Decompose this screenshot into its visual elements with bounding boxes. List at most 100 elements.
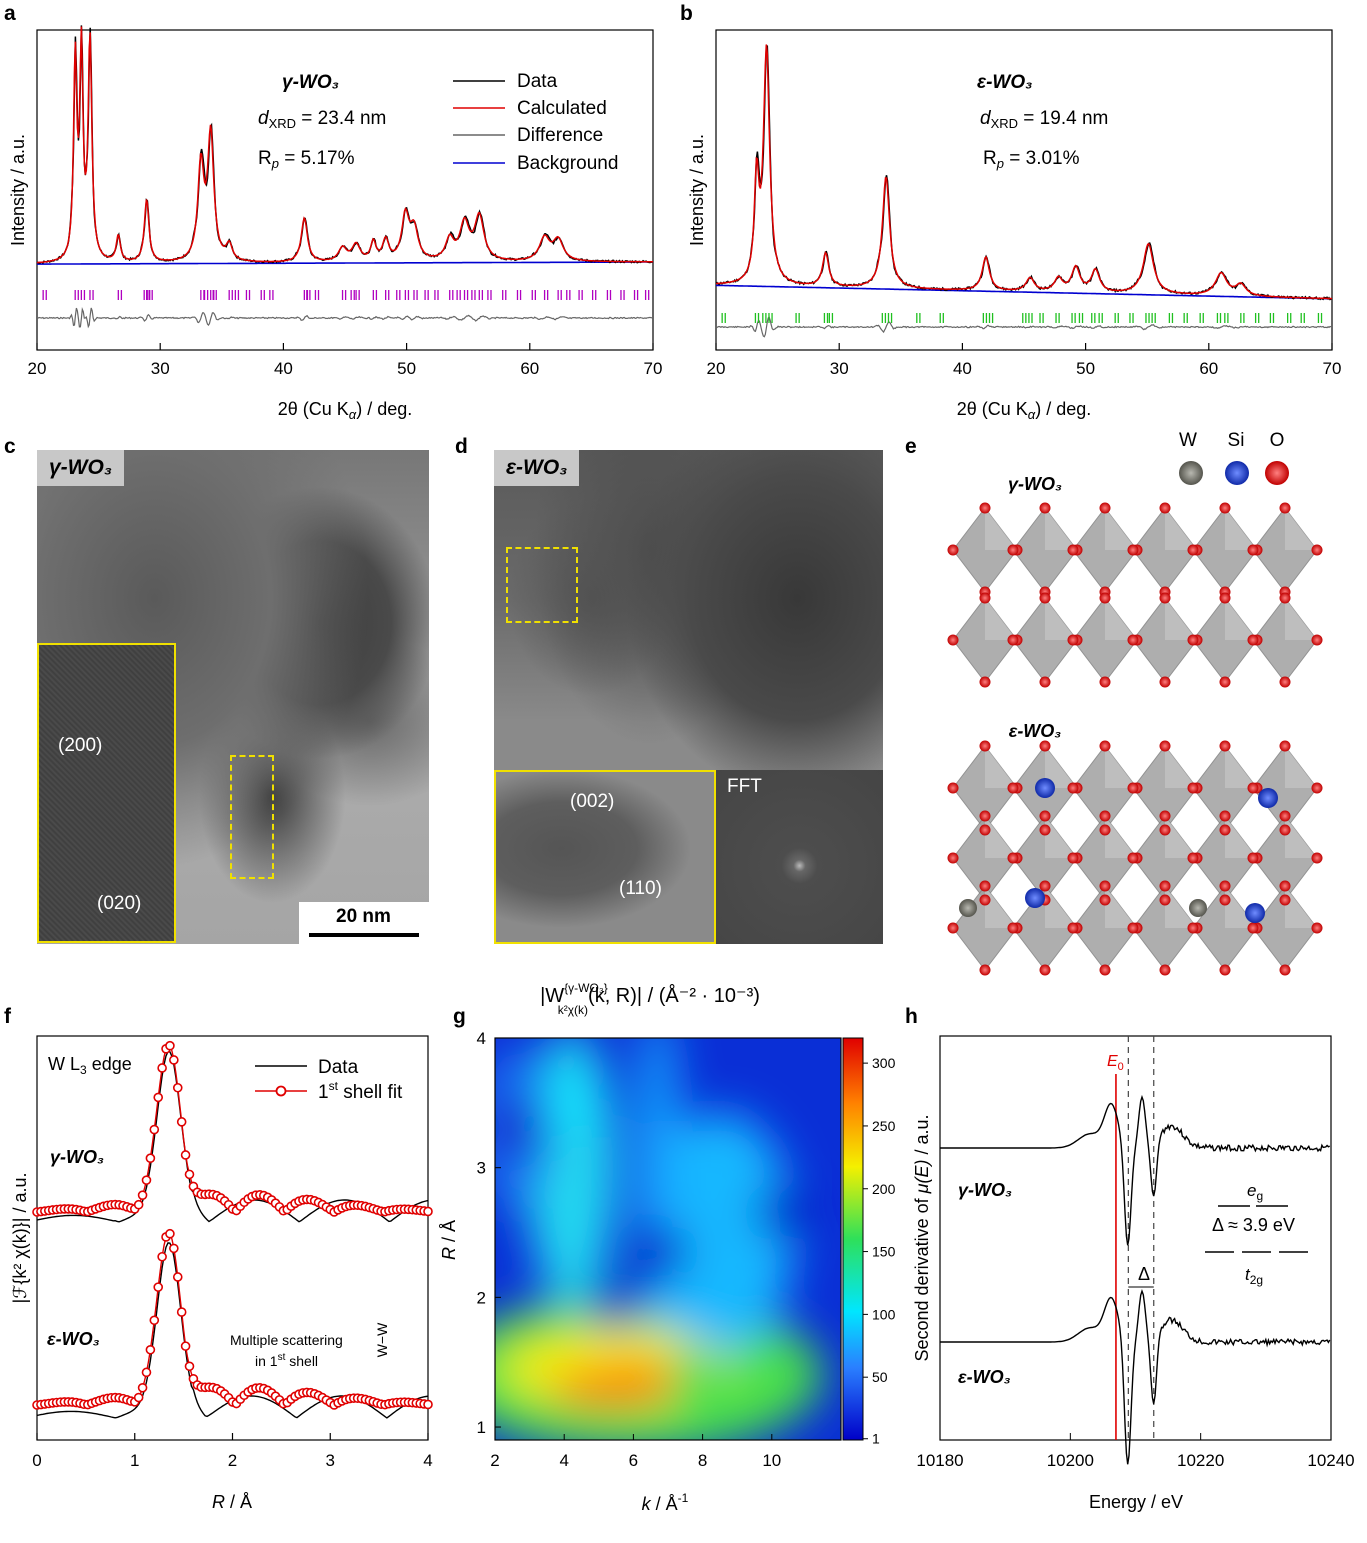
chart-a-dxrd: dXRD = 23.4 nm	[258, 108, 386, 131]
structure-oxygen	[1187, 634, 1199, 646]
chart-b: 20 30 40 50 60 70 ε-WO₃ dXRD = 19.4 nm Rp = 3…	[687, 29, 1341, 422]
structure-oxygen	[1187, 544, 1199, 556]
structure-oxygen	[1007, 544, 1019, 556]
chart-h: 10180 10200 10220 10240 E0 γ-WO₃ ε-WO₃ eg Δ…	[912, 1035, 1355, 1512]
chart-h-label-gamma: γ-WO₃	[958, 1180, 1012, 1200]
structure-oxygen	[1099, 676, 1111, 688]
structure-oxygen	[1311, 634, 1323, 646]
structure-oxygen	[947, 634, 959, 646]
chart-b-xtick-label: 40	[953, 359, 972, 378]
structure-oxygen	[1099, 740, 1111, 752]
chart-f-legend-fit: 1st shell fit	[318, 1079, 403, 1103]
structure-oxygen	[1039, 880, 1051, 892]
tem-image-d: ε-WO₃ FFT (002) (110)	[494, 450, 883, 944]
structure-oxygen	[1219, 964, 1231, 976]
structure-legend-o-ball	[1265, 461, 1289, 485]
structure-legend-si-ball	[1225, 461, 1249, 485]
structure-oxygen	[1279, 824, 1291, 836]
chart-f-label-gamma: γ-WO₃	[50, 1147, 104, 1167]
chart-h-t2g: t2g	[1245, 1265, 1263, 1287]
chart-f-ww: W−W	[374, 1322, 390, 1357]
chart-f-fit-marker	[423, 1206, 433, 1217]
chart-h-delta-text: Δ ≈ 3.9 eV	[1212, 1215, 1295, 1235]
chart-g-feature	[586, 1277, 639, 1330]
structure-oxygen	[1039, 592, 1051, 604]
structure-octahedron-face	[1105, 816, 1137, 858]
structure-silicon	[1025, 888, 1045, 908]
structure-top-title: γ-WO₃	[1008, 474, 1062, 494]
chart-f-fit-marker	[149, 1315, 160, 1326]
structure-oxygen	[1279, 964, 1291, 976]
chart-f-fit-marker	[165, 1040, 175, 1051]
structure-oxygen	[1039, 824, 1051, 836]
structure-oxygen	[1219, 502, 1231, 514]
structure-oxygen	[1219, 676, 1231, 688]
chart-f-fit-marker	[153, 1092, 164, 1103]
chart-f-fit-marker	[145, 1344, 156, 1355]
chart-h-xtick-label: 10240	[1307, 1451, 1354, 1470]
panel-label-b: b	[680, 2, 693, 25]
chart-g-ylabel: R / Å	[439, 1220, 459, 1260]
chart-g-cbar-label: 100	[872, 1306, 896, 1322]
tem-d-fft-label: FFT	[727, 776, 762, 797]
panel-label-f: f	[4, 1005, 11, 1028]
structure-oxygen	[1159, 502, 1171, 514]
chart-g-cbar-label: 250	[872, 1118, 896, 1134]
chart-f-legend-data: Data	[318, 1057, 359, 1078]
chart-f-fit-marker	[145, 1153, 156, 1164]
structure-oxygen	[979, 810, 991, 822]
structure-oxygen	[1247, 852, 1259, 864]
structure-oxygen	[979, 592, 991, 604]
structure-octahedron-face	[1105, 746, 1137, 788]
chart-g-ytick-label: 2	[477, 1288, 486, 1307]
structure-oxygen	[1247, 544, 1259, 556]
structure-oxygen	[979, 676, 991, 688]
structure-legend-w-ball	[1179, 461, 1203, 485]
chart-b-xtick-label: 30	[830, 359, 849, 378]
chart-h-line-gamma	[940, 1094, 1331, 1246]
chart-a-legend-bg: Background	[517, 153, 618, 174]
chart-a-xtick-label: 40	[274, 359, 293, 378]
structure-oxygen	[1099, 880, 1111, 892]
tem-d-plane-110: (110)	[619, 878, 662, 899]
chart-a-legend-diff: Difference	[517, 125, 603, 146]
chart-g-xlabel: k / Å-1	[642, 1491, 689, 1514]
chart-f-fit-marker	[423, 1399, 433, 1410]
chart-g-cbar-label: 50	[872, 1369, 888, 1385]
chart-f-fit-marker	[172, 1272, 183, 1282]
chart-a-xtick-label: 70	[644, 359, 663, 378]
structure-oxygen	[1311, 544, 1323, 556]
structure-oxygen	[979, 740, 991, 752]
chart-g-xtick-label: 6	[629, 1451, 638, 1470]
structure-oxygen	[1099, 502, 1111, 514]
structure-oxygen	[979, 880, 991, 892]
structure-oxygen	[1127, 922, 1139, 934]
chart-f-annotation: W L3 edge	[48, 1054, 132, 1077]
structure-oxygen	[1007, 782, 1019, 794]
structure-octahedron-face	[1225, 598, 1257, 640]
structure-tungsten	[959, 899, 977, 917]
chart-b-xtick-label: 60	[1199, 359, 1218, 378]
chart-f-label-epsilon: ε-WO₃	[47, 1329, 100, 1349]
chart-g-region	[635, 1038, 680, 1328]
chart-f-ms-line1: Multiple scattering	[230, 1332, 343, 1348]
structure-bottom-title: ε-WO₃	[1009, 721, 1062, 741]
chart-f-xtick-label: 0	[32, 1451, 41, 1470]
chart-a-legend: Data Calculated Difference Background	[453, 71, 618, 174]
structure-silicon	[1258, 788, 1278, 808]
tem-d-fft	[716, 770, 883, 944]
chart-b-xtick-label: 50	[1076, 359, 1095, 378]
chart-g-xtick-label: 8	[698, 1451, 707, 1470]
structure-octahedron-face	[1045, 746, 1077, 788]
structure-oxygen	[1039, 502, 1051, 514]
structure-oxygen	[1187, 782, 1199, 794]
chart-g-xtick-label: 10	[762, 1451, 781, 1470]
panel-label-a: a	[4, 2, 16, 25]
chart-h-xlabel: Energy / eV	[1089, 1492, 1183, 1512]
structure-oxygen	[1311, 852, 1323, 864]
chart-g-xtick-label: 2	[490, 1451, 499, 1470]
chart-f-fit-marker	[165, 1228, 175, 1239]
structure-oxygen	[1127, 782, 1139, 794]
structure-oxygen	[1007, 634, 1019, 646]
tem-d-plane-002: (002)	[570, 791, 615, 812]
